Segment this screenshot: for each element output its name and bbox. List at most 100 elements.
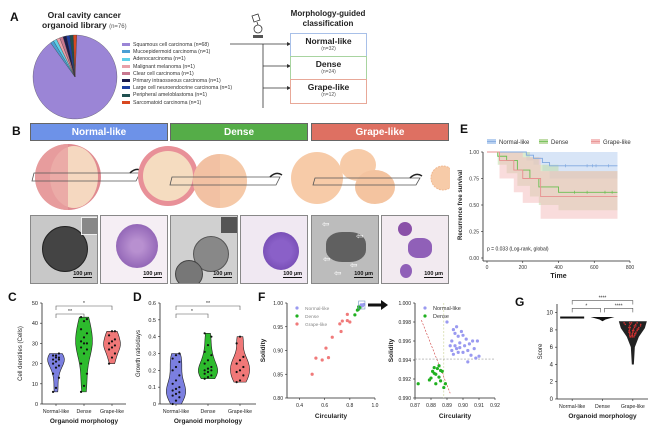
significance-bracket [175, 313, 209, 318]
violin-normal-like [560, 316, 585, 319]
data-point [629, 331, 631, 333]
data-point [174, 387, 178, 390]
pie-legend: Squamous cell carcinoma (n=68) Mucoepider… [122, 42, 272, 112]
data-point [107, 342, 111, 345]
legend-label: Dense [305, 314, 319, 320]
significance-bracket [55, 313, 85, 318]
data-point [79, 328, 83, 331]
legend-item: Primary intraosseous carcinoma (n=1) [122, 78, 221, 85]
y-axis-title: Solidity [388, 338, 395, 362]
arrow-icon: ⇦ [323, 254, 331, 264]
data-point [107, 334, 111, 337]
data-point [82, 384, 86, 387]
data-point [210, 369, 213, 372]
legend-label: Peripheral ameloblastoma (n=1) [133, 92, 207, 99]
header-dense: Dense [170, 123, 308, 141]
data-point [324, 346, 328, 350]
data-point [633, 336, 635, 338]
legend-swatch [122, 64, 130, 68]
grape-like-schematic [312, 149, 450, 204]
data-point [210, 365, 213, 369]
data-point [242, 355, 245, 358]
data-point [206, 359, 210, 362]
x-tick-label: 0.91 [474, 403, 484, 409]
legend-label: Malignant melanoma (n=1) [133, 63, 195, 70]
data-point [171, 389, 174, 392]
data-point [178, 352, 181, 355]
pie-title: Oral cavity cancer organoid library (n=7… [42, 10, 127, 32]
legend-marker [295, 306, 299, 310]
data-point [174, 365, 178, 369]
class-name: Dense [315, 59, 342, 69]
data-point [633, 326, 636, 329]
data-point [110, 330, 114, 333]
scale-bar: 100 µm [143, 271, 162, 278]
significance-bracket [55, 305, 113, 310]
legend-swatch [122, 86, 130, 90]
x-tick-label: 0.4 [296, 403, 303, 409]
scale-bar: 100 µm [283, 271, 302, 278]
violin-chart-d: 0 0.1 0.2 0.3 0.4 0.5 0.6 Normal-like Dense Grape… [136, 301, 256, 425]
data-point [338, 322, 342, 326]
data-point [235, 370, 238, 374]
data-point [633, 334, 636, 337]
pie-chart [32, 34, 118, 120]
data-point [459, 329, 463, 334]
data-point [461, 333, 465, 337]
data-point [467, 342, 471, 346]
micrograph-normal-brightfield: 100 µm [30, 215, 98, 284]
data-point [456, 350, 460, 354]
y-tick-label: 1.000 [398, 301, 411, 307]
data-point [632, 329, 635, 332]
legend-label: Normal-like [499, 140, 530, 146]
data-point [82, 352, 86, 355]
data-point [206, 370, 210, 374]
legend-swatch [122, 93, 130, 97]
pie-title-line2: organoid library [42, 20, 107, 30]
legend-label: Dense [551, 140, 569, 146]
data-point [206, 375, 210, 379]
y-tick-label: 0.25 [469, 230, 479, 236]
data-point [636, 329, 638, 332]
y-axis-title: Solidity [260, 338, 267, 362]
data-point [437, 375, 441, 379]
y-axis-title: Cell densities (Cells) [18, 326, 24, 381]
data-point [439, 379, 443, 383]
data-point [472, 347, 476, 351]
data-point [178, 396, 181, 399]
x-tick-label: 800 [626, 265, 635, 271]
violin-normal-like [47, 353, 65, 393]
data-point [636, 322, 638, 324]
data-point [79, 346, 83, 349]
legend-marker [295, 314, 299, 318]
p-value-annotation: p = 0.033 (Log-rank, global) [487, 247, 549, 253]
y-tick-label: 0 [35, 402, 38, 408]
classification-title: Morphology-guided classification [288, 9, 368, 28]
data-point [206, 343, 210, 347]
data-point [79, 316, 83, 319]
class-name: Grape-like [307, 82, 350, 92]
x-axis-title: Organoid morphology [174, 418, 243, 425]
data-point [238, 359, 242, 362]
data-point [633, 325, 636, 327]
data-point [171, 402, 174, 406]
y-tick-label: 20 [32, 362, 38, 368]
scale-bar: 100 µm [424, 271, 443, 278]
violin-grape-like [618, 321, 647, 365]
data-point [636, 328, 639, 330]
x-tick-label: Normal-like [559, 404, 585, 410]
header-grape-like: Grape-like [311, 123, 449, 141]
data-point [631, 332, 634, 335]
data-point [238, 379, 242, 382]
data-point [458, 346, 462, 350]
data-point [178, 360, 181, 364]
data-point [453, 331, 457, 335]
data-point [113, 344, 117, 347]
violin-normal-like [166, 353, 186, 405]
data-point [113, 338, 117, 341]
data-point [463, 344, 467, 348]
classification-title-line2: classification [302, 18, 354, 28]
data-point [57, 356, 61, 359]
x-tick-label: 0.87 [410, 403, 420, 409]
x-tick-label: Grape-like [621, 404, 645, 410]
